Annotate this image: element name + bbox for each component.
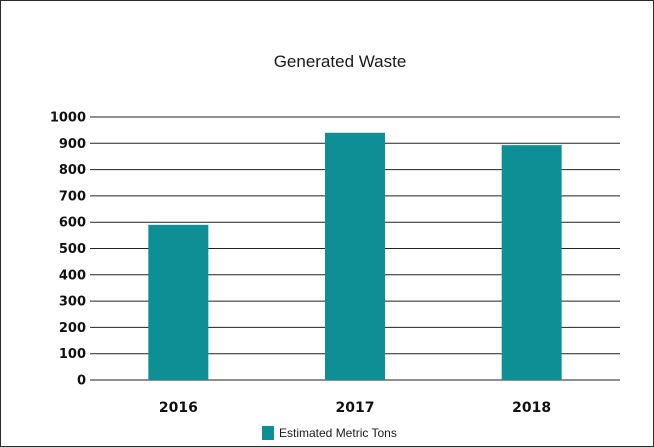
chart-title: Generated Waste <box>274 52 407 71</box>
y-tick-label: 0 <box>77 374 86 389</box>
y-tick-label: 200 <box>59 321 86 336</box>
legend-swatch <box>262 426 274 440</box>
y-tick-label: 100 <box>59 347 86 362</box>
y-tick-label: 300 <box>59 295 86 310</box>
x-axis-ticks: 2016 2017 2018 <box>159 400 551 416</box>
y-axis-ticks: 0 100 200 300 400 500 600 700 800 900 1000 <box>50 111 86 389</box>
y-tick-label: 400 <box>59 268 86 283</box>
y-tick-label: 900 <box>59 137 86 152</box>
legend: Estimated Metric Tons <box>262 426 397 440</box>
bar-2017 <box>325 132 385 380</box>
x-tick-label: 2017 <box>336 400 375 416</box>
y-tick-label: 500 <box>59 242 86 257</box>
y-tick-label: 600 <box>59 216 86 231</box>
y-tick-label: 700 <box>59 189 86 204</box>
x-tick-label: 2016 <box>159 400 198 416</box>
y-tick-label: 800 <box>59 163 86 178</box>
legend-label: Estimated Metric Tons <box>279 426 397 440</box>
bar-2018 <box>501 145 562 380</box>
bar-2016 <box>148 224 209 380</box>
bars <box>148 132 562 380</box>
y-tick-label: 1000 <box>50 111 86 126</box>
x-tick-label: 2018 <box>512 400 551 416</box>
